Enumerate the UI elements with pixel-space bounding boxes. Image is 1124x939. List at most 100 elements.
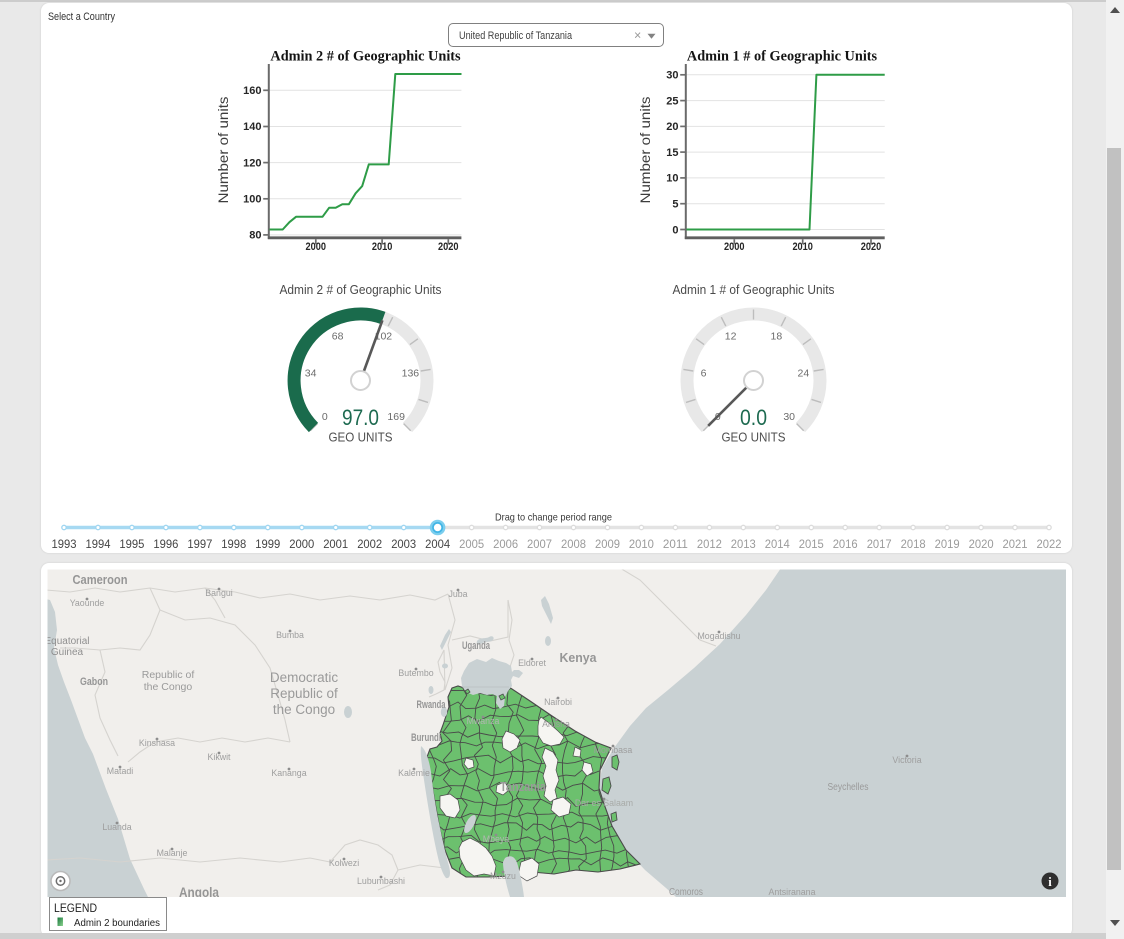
- svg-text:2012: 2012: [697, 537, 722, 551]
- svg-text:18: 18: [771, 330, 783, 342]
- svg-text:2010: 2010: [372, 241, 393, 253]
- svg-text:2006: 2006: [493, 537, 518, 551]
- svg-text:2017: 2017: [867, 537, 892, 551]
- svg-text:2021: 2021: [1003, 537, 1028, 551]
- svg-text:97.0: 97.0: [342, 405, 379, 430]
- svg-text:Admin 1 # of Geographic Units: Admin 1 # of Geographic Units: [673, 282, 835, 297]
- svg-text:Admin 2 # of Geographic Units: Admin 2 # of Geographic Units: [270, 49, 461, 65]
- svg-text:Lubumbashi: Lubumbashi: [357, 876, 405, 886]
- svg-text:2015: 2015: [799, 537, 824, 551]
- svg-text:Butembo: Butembo: [398, 668, 433, 678]
- svg-text:2020: 2020: [861, 241, 882, 253]
- svg-text:10: 10: [666, 173, 678, 185]
- svg-text:2003: 2003: [391, 537, 416, 551]
- svg-text:Democratic: Democratic: [270, 670, 339, 685]
- svg-text:0: 0: [322, 411, 328, 423]
- svg-text:Luanda: Luanda: [102, 822, 131, 832]
- svg-text:2016: 2016: [833, 537, 858, 551]
- svg-text:Matadi: Matadi: [107, 766, 133, 776]
- svg-text:15: 15: [666, 147, 678, 159]
- svg-text:1999: 1999: [255, 537, 280, 551]
- svg-text:Kinshasa: Kinshasa: [139, 738, 175, 748]
- svg-text:Bangui: Bangui: [205, 588, 232, 598]
- svg-text:2020: 2020: [438, 241, 459, 253]
- svg-text:2010: 2010: [629, 537, 654, 551]
- svg-text:Bumba: Bumba: [276, 630, 304, 640]
- svg-text:2011: 2011: [663, 537, 688, 551]
- svg-text:Drag to change period range: Drag to change period range: [495, 512, 612, 524]
- svg-text:GEO UNITS: GEO UNITS: [329, 431, 393, 445]
- svg-text:2004: 2004: [425, 537, 450, 551]
- svg-text:Seychelles: Seychelles: [828, 781, 869, 793]
- svg-text:2007: 2007: [527, 537, 552, 551]
- svg-text:30: 30: [783, 411, 795, 423]
- svg-text:Mombasa: Mombasa: [594, 745, 633, 755]
- svg-text:136: 136: [402, 367, 420, 379]
- svg-text:80: 80: [249, 230, 261, 242]
- svg-text:Malanje: Malanje: [157, 848, 188, 858]
- svg-text:2019: 2019: [935, 537, 960, 551]
- svg-text:LEGEND: LEGEND: [54, 903, 97, 915]
- svg-text:Admin 2 # of Geographic Units: Admin 2 # of Geographic Units: [280, 282, 442, 297]
- svg-text:2000: 2000: [724, 241, 745, 253]
- svg-text:102: 102: [375, 330, 393, 342]
- svg-text:Rwanda: Rwanda: [417, 699, 447, 711]
- svg-text:2000: 2000: [306, 241, 327, 253]
- svg-text:Kananga: Kananga: [271, 768, 306, 778]
- svg-text:1995: 1995: [119, 537, 144, 551]
- svg-text:2000: 2000: [289, 537, 314, 551]
- svg-text:12: 12: [725, 330, 737, 342]
- svg-text:Equatorial: Equatorial: [44, 636, 89, 647]
- svg-text:Dar es Salaam: Dar es Salaam: [575, 798, 633, 808]
- svg-text:×: ×: [634, 29, 641, 43]
- svg-text:2020: 2020: [969, 537, 994, 551]
- svg-text:2008: 2008: [561, 537, 586, 551]
- svg-text:Admin 1 # of Geographic Units: Admin 1 # of Geographic Units: [687, 49, 878, 65]
- svg-text:2013: 2013: [731, 537, 756, 551]
- svg-text:Number of units: Number of units: [637, 97, 653, 204]
- svg-text:Guinea: Guinea: [51, 647, 84, 658]
- svg-text:Number of units: Number of units: [215, 97, 231, 204]
- svg-text:0.0: 0.0: [740, 405, 767, 430]
- svg-text:6: 6: [701, 367, 707, 379]
- svg-text:i: i: [1048, 875, 1052, 889]
- svg-text:Yaounde: Yaounde: [70, 598, 105, 608]
- svg-text:1993: 1993: [52, 537, 77, 551]
- svg-text:100: 100: [243, 194, 261, 206]
- svg-text:Admin 2 boundaries: Admin 2 boundaries: [74, 918, 160, 929]
- svg-text:169: 169: [387, 411, 405, 423]
- svg-text:United Republic of Tanzania: United Republic of Tanzania: [459, 30, 573, 42]
- svg-text:Kalemie: Kalemie: [398, 768, 430, 778]
- svg-text:0: 0: [672, 224, 678, 236]
- svg-text:2010: 2010: [792, 241, 813, 253]
- svg-text:Nairobi: Nairobi: [544, 697, 572, 707]
- svg-text:5: 5: [672, 199, 678, 211]
- svg-text:Republic of: Republic of: [142, 669, 195, 681]
- svg-text:1994: 1994: [86, 537, 111, 551]
- svg-text:Arusha: Arusha: [542, 719, 570, 729]
- svg-text:Victoria: Victoria: [892, 755, 921, 765]
- svg-text:Uganda: Uganda: [462, 640, 491, 652]
- svg-text:68: 68: [332, 330, 344, 342]
- svg-text:Mbeya: Mbeya: [483, 834, 510, 844]
- svg-text:20: 20: [666, 121, 678, 133]
- svg-text:24: 24: [798, 367, 810, 379]
- svg-text:Kenya: Kenya: [560, 650, 598, 665]
- svg-text:Kolwezi: Kolwezi: [329, 858, 359, 868]
- svg-text:Cameroon: Cameroon: [73, 572, 128, 587]
- svg-text:Angola: Angola: [179, 884, 219, 900]
- svg-text:the Congo: the Congo: [144, 681, 193, 693]
- svg-text:Eldoret: Eldoret: [518, 658, 546, 668]
- svg-text:2014: 2014: [765, 537, 790, 551]
- svg-text:Mogadishu: Mogadishu: [697, 631, 740, 641]
- svg-text:Antsiranana: Antsiranana: [769, 887, 816, 897]
- svg-text:120: 120: [243, 157, 261, 169]
- svg-text:Tanzania: Tanzania: [500, 780, 547, 794]
- svg-text:the Congo: the Congo: [273, 702, 335, 717]
- svg-text:1996: 1996: [153, 537, 178, 551]
- svg-text:GEO UNITS: GEO UNITS: [722, 431, 786, 445]
- svg-text:25: 25: [666, 95, 678, 107]
- svg-text:Juba: Juba: [448, 589, 467, 599]
- svg-text:Burundi: Burundi: [411, 732, 441, 744]
- svg-text:Mzuzu: Mzuzu: [490, 871, 516, 881]
